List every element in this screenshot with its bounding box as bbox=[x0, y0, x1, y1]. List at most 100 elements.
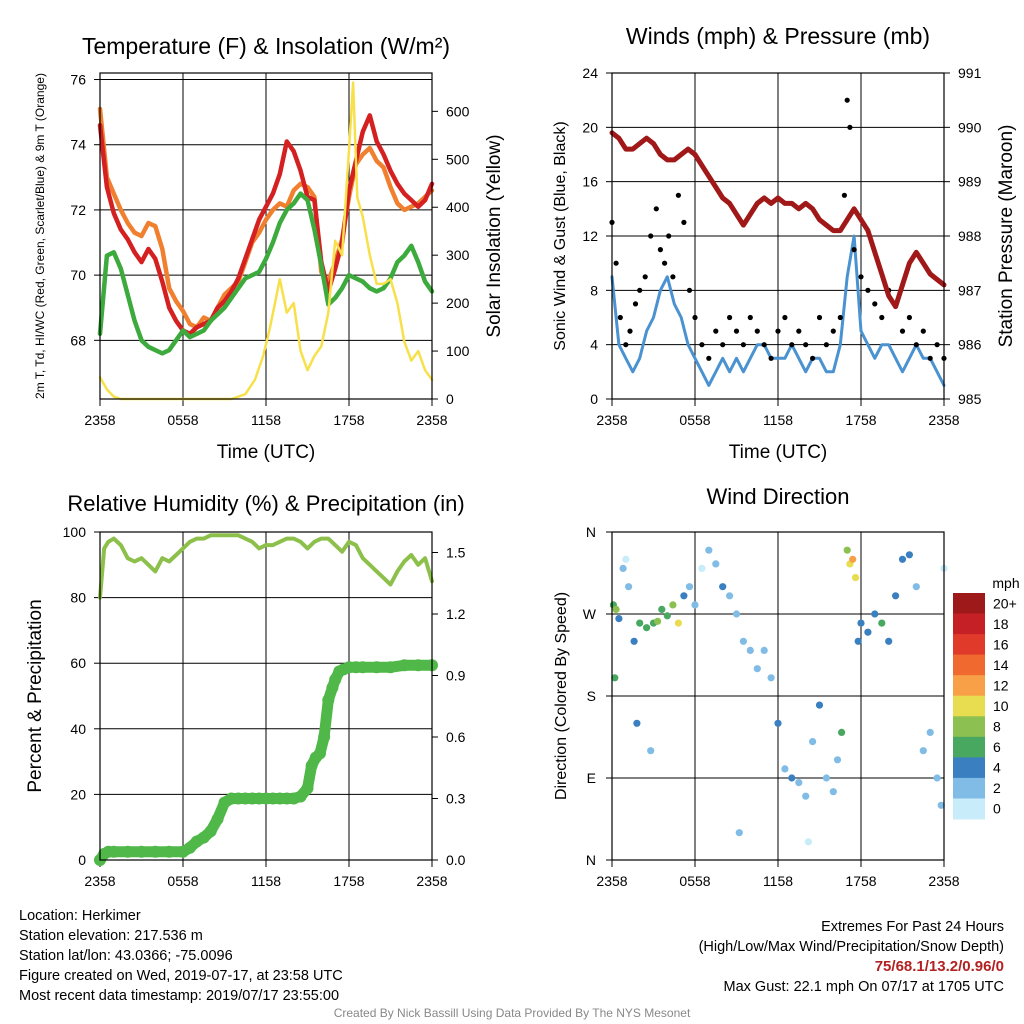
y-tick-label: 8 bbox=[590, 282, 598, 298]
direction-tick-label: N bbox=[586, 524, 596, 540]
x-tick-label: 0558 bbox=[167, 412, 198, 428]
gust-point bbox=[789, 342, 795, 348]
direction-point bbox=[612, 605, 620, 614]
recent-text: Most recent data timestamp: 2019/07/17 2… bbox=[19, 988, 340, 1004]
direction-point bbox=[611, 674, 619, 682]
direction-point bbox=[647, 747, 655, 755]
direction-point bbox=[864, 628, 872, 636]
direction-y-axis-label: Direction (Colored By Speed) bbox=[553, 592, 570, 800]
direction-point bbox=[912, 583, 920, 591]
colorbar-swatch bbox=[953, 695, 985, 717]
gust-point bbox=[642, 274, 648, 280]
gust-point bbox=[899, 328, 906, 334]
gust-point bbox=[727, 314, 733, 321]
y-tick-label: 16 bbox=[582, 174, 598, 190]
gust-point bbox=[632, 301, 639, 307]
direction-tick-label: W bbox=[583, 606, 597, 622]
direction-point bbox=[719, 583, 727, 591]
direction-point bbox=[849, 555, 857, 563]
gust-point bbox=[844, 97, 850, 103]
direction-chart-title: Wind Direction bbox=[706, 484, 849, 509]
direction-point bbox=[760, 646, 768, 655]
precip-point bbox=[384, 661, 397, 674]
direction-point bbox=[698, 564, 706, 573]
gust-point bbox=[613, 260, 619, 266]
humidity-y-axis-label: Percent & Precipitation bbox=[25, 599, 46, 792]
plot-frame bbox=[99, 531, 433, 861]
direction-point bbox=[802, 792, 810, 800]
gust-point bbox=[858, 274, 864, 280]
colorbar-swatch bbox=[953, 675, 985, 697]
y2-tick-label: 991 bbox=[958, 65, 982, 81]
direction-point bbox=[674, 619, 683, 627]
gust-point bbox=[865, 287, 871, 293]
x-tick-label: 1758 bbox=[845, 873, 876, 889]
y-tick-label: 20 bbox=[582, 119, 598, 135]
direction-point bbox=[753, 665, 761, 673]
y-tick-label: 74 bbox=[70, 137, 86, 153]
direction-point bbox=[705, 546, 713, 554]
gust-point bbox=[692, 314, 698, 321]
x-tick-label: 1158 bbox=[763, 412, 793, 428]
location-text: Location: Herkimer bbox=[19, 908, 141, 924]
direction-point bbox=[815, 701, 824, 709]
x-tick-label: 1158 bbox=[763, 873, 793, 889]
direction-point bbox=[615, 615, 623, 623]
gust-point bbox=[699, 342, 705, 348]
y2-tick-label: 0 bbox=[446, 391, 454, 407]
y2-tick-label: 985 bbox=[958, 391, 982, 407]
colorbar-swatch bbox=[953, 757, 985, 779]
colorbar-label: 10 bbox=[993, 698, 1009, 714]
y-tick-label: 72 bbox=[70, 202, 86, 218]
extremes-legend: (High/Low/Max Wind/Precipitation/Snow De… bbox=[698, 939, 1004, 955]
direction-point bbox=[658, 605, 666, 614]
y2-tick-label: 200 bbox=[446, 295, 470, 311]
direction-point bbox=[746, 646, 754, 655]
direction-point bbox=[851, 574, 860, 582]
y-tick-label: 0 bbox=[590, 391, 598, 407]
temp-9m-line bbox=[97, 106, 435, 330]
extremes-values: 75/68.1/13.2/0.96/0 bbox=[874, 958, 1004, 975]
x-tick-label: 1158 bbox=[251, 412, 281, 428]
direction-point bbox=[788, 774, 796, 782]
winds-y-axis-label: Sonic Wind & Gust (Blue, Black) bbox=[552, 121, 569, 350]
x-tick-label: 0558 bbox=[167, 873, 198, 889]
y-tick-label: 68 bbox=[70, 332, 86, 348]
direction-point bbox=[937, 801, 945, 809]
gust-point bbox=[816, 314, 823, 321]
colorbar-swatch bbox=[953, 798, 985, 820]
precip-point bbox=[107, 845, 120, 858]
gust-point bbox=[670, 274, 676, 280]
winds-chart-title: Winds (mph) & Pressure (mb) bbox=[626, 23, 930, 49]
direction-point bbox=[905, 551, 914, 559]
precip-point bbox=[121, 845, 134, 858]
direction-point bbox=[630, 637, 638, 645]
rh-line bbox=[98, 533, 434, 600]
precip-point bbox=[163, 845, 176, 858]
y2-tick-label: 989 bbox=[958, 174, 982, 190]
x-tick-label: 0558 bbox=[679, 873, 710, 889]
gust-point bbox=[927, 355, 933, 361]
direction-point bbox=[712, 560, 720, 568]
gust-point bbox=[706, 355, 712, 361]
precip-point bbox=[301, 782, 314, 795]
colorbar-label: 8 bbox=[993, 719, 1001, 735]
x-tick-label: 1758 bbox=[333, 873, 364, 889]
colorbar-swatch bbox=[953, 777, 985, 799]
colorbar-swatch bbox=[953, 654, 985, 676]
gust-point bbox=[837, 314, 843, 321]
temperature-chart-title: Temperature (F) & Insolation (W/m²) bbox=[82, 33, 450, 59]
y-tick-label: 100 bbox=[63, 524, 87, 540]
gust-point bbox=[796, 328, 802, 334]
precip-point bbox=[412, 659, 425, 672]
gust-point bbox=[823, 342, 830, 348]
winds-y2-axis-label: Station Pressure (Maroon) bbox=[996, 125, 1017, 348]
precip-point bbox=[370, 661, 383, 674]
y2-tick-label: 100 bbox=[446, 343, 470, 359]
direction-point bbox=[843, 546, 851, 554]
direction-point bbox=[829, 788, 837, 796]
y-tick-label: 12 bbox=[582, 228, 598, 244]
y2-tick-label: 0.0 bbox=[446, 852, 466, 868]
colorbar-swatch bbox=[953, 736, 985, 758]
